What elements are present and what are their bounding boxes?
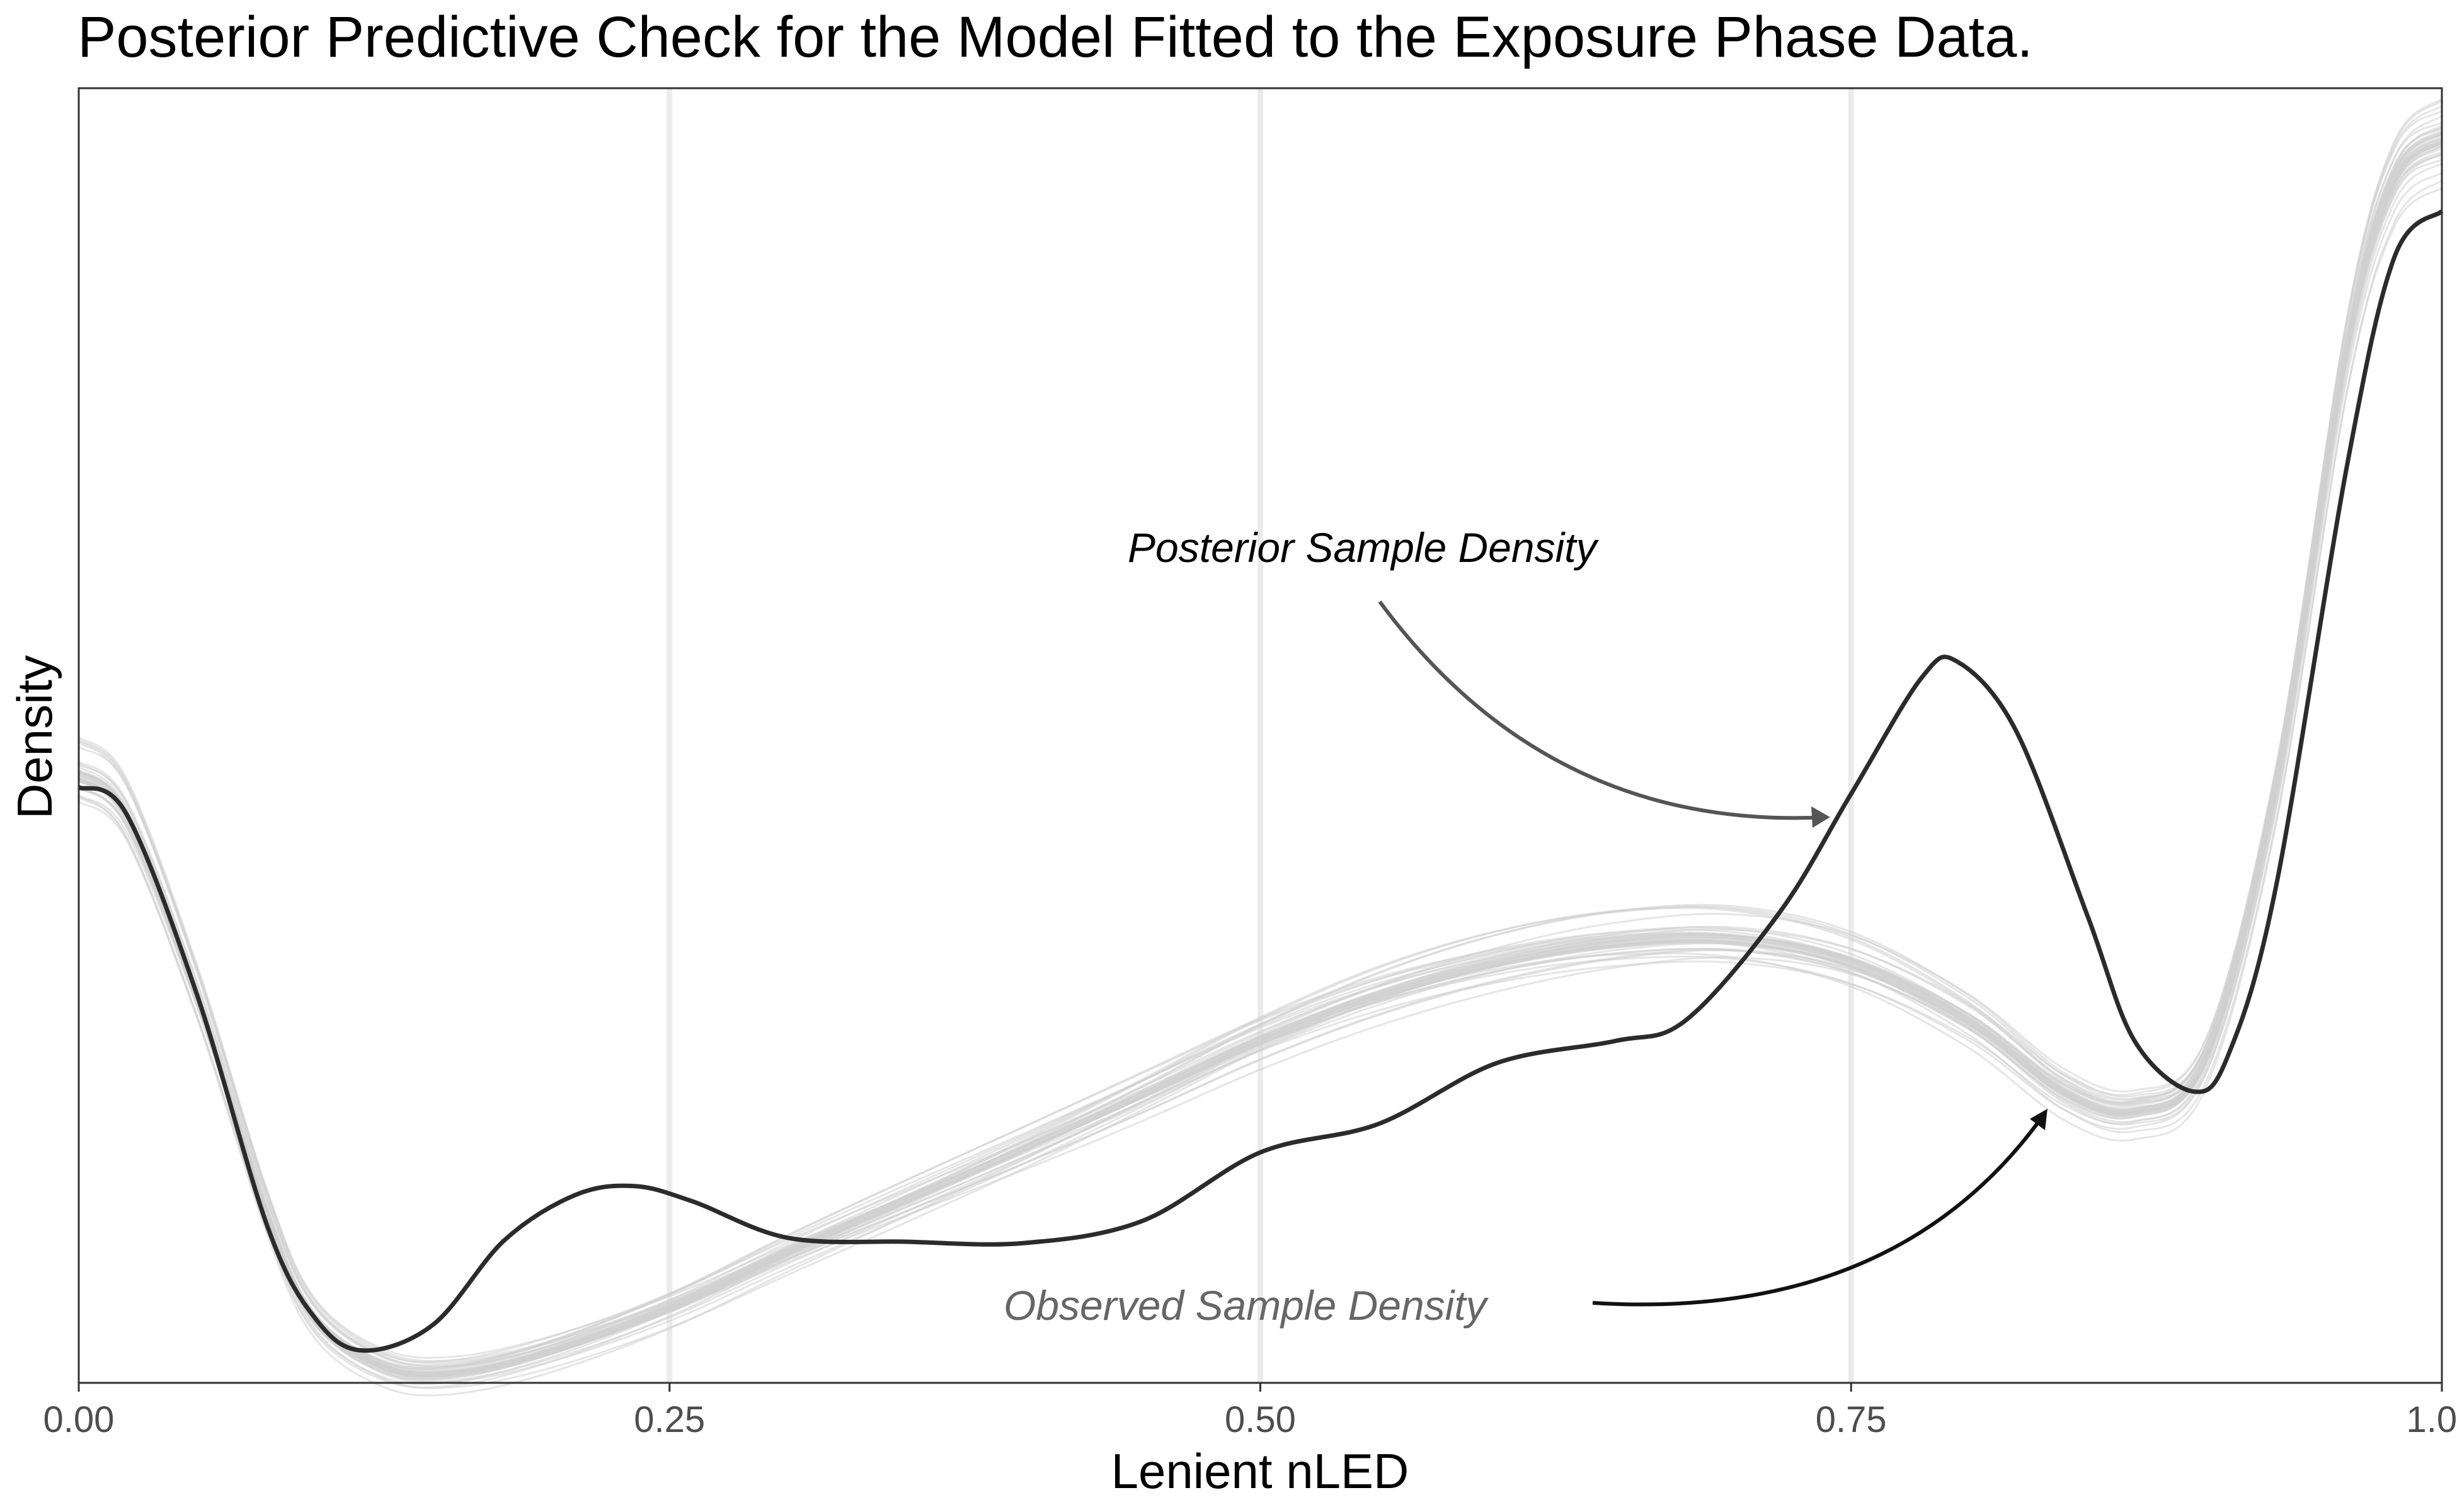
observed-density-line bbox=[77, 209, 2444, 1353]
x-tick-label-2: 0.50 bbox=[1225, 1399, 1296, 1440]
x-axis-ticks: 0.00 0.25 0.50 0.75 1.00 bbox=[43, 1383, 2457, 1440]
posterior-annotation-arrow bbox=[1378, 600, 1828, 820]
posterior-annotation-label: Posterior Sample Density bbox=[1128, 524, 1600, 571]
x-axis-title: Lenient nLED bbox=[1111, 1443, 1409, 1499]
x-tick-label-4: 1.00 bbox=[2407, 1399, 2457, 1440]
observed-series bbox=[77, 209, 2444, 1353]
chart-title: Posterior Predictive Check for the Model… bbox=[77, 5, 2033, 69]
posterior-draw-line bbox=[78, 121, 2443, 1359]
gridlines bbox=[667, 88, 1854, 1383]
y-axis-title: Density bbox=[7, 655, 62, 819]
observed-arrowhead bbox=[2030, 1109, 2048, 1130]
posterior-arrowhead bbox=[1811, 806, 1830, 828]
posterior-draw-line bbox=[78, 144, 2443, 1385]
observed-annotation-arrow bbox=[1592, 1113, 2046, 1307]
annotations: Posterior Sample Density Observed Sample… bbox=[1004, 524, 2048, 1329]
x-tick-label-3: 0.75 bbox=[1816, 1399, 1887, 1440]
posterior-draw-line bbox=[78, 171, 2443, 1384]
posterior-draw-line bbox=[78, 132, 2443, 1368]
posterior-draw-line bbox=[78, 186, 2443, 1389]
observed-annotation-label: Observed Sample Density bbox=[1004, 1282, 1489, 1329]
x-tick-label-1: 0.25 bbox=[634, 1399, 705, 1440]
x-tick-label-0: 0.00 bbox=[43, 1399, 115, 1440]
